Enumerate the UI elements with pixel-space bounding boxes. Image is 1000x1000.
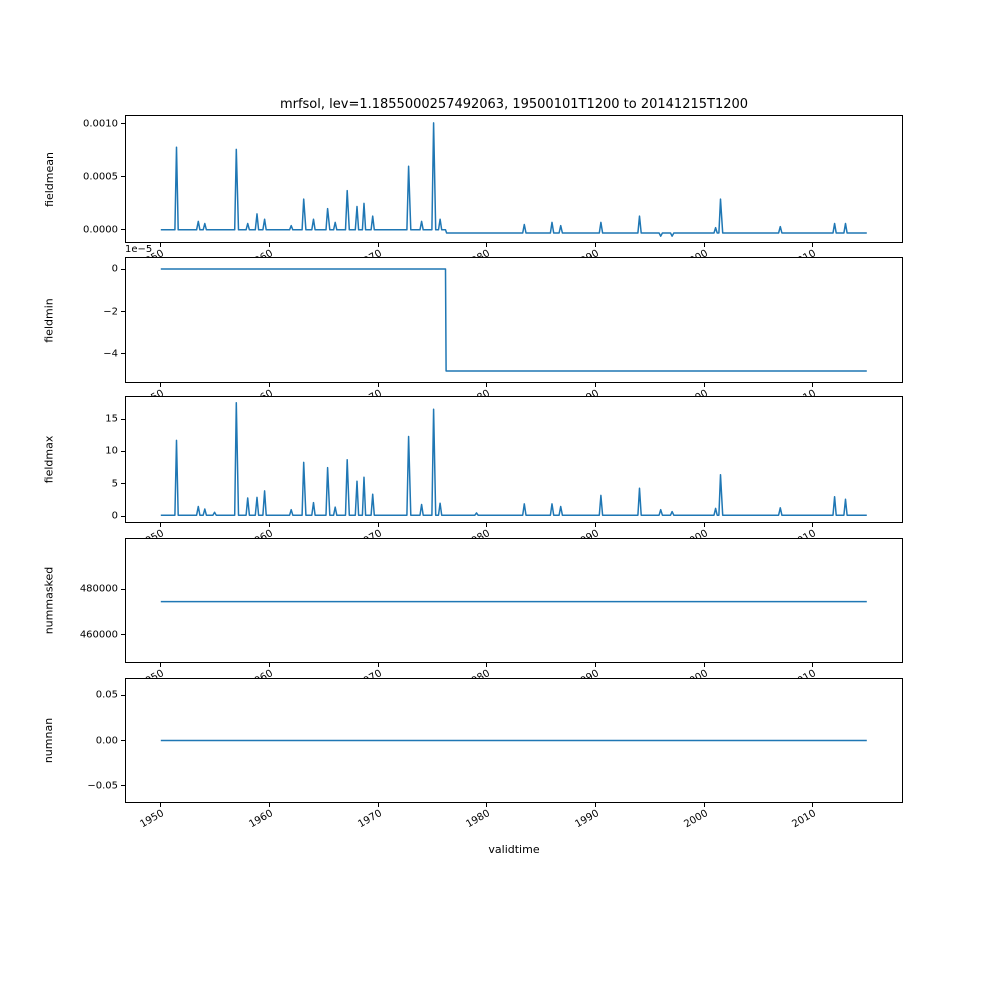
y-tick-mark bbox=[121, 268, 125, 270]
y-tick-mark bbox=[121, 450, 125, 452]
x-tick-label: 2000 bbox=[682, 808, 710, 831]
y-tick-mark bbox=[121, 785, 125, 787]
x-tick-mark bbox=[268, 803, 270, 807]
fieldmin-line-series bbox=[160, 268, 867, 372]
y-axis-offset-text: 1e−5 bbox=[125, 244, 153, 255]
y-tick-label: 480000 bbox=[79, 583, 118, 595]
x-tick-mark bbox=[377, 243, 379, 247]
x-tick-mark bbox=[268, 383, 270, 387]
numnan-line-series bbox=[160, 739, 867, 742]
x-axis-label: validtime bbox=[488, 843, 540, 856]
fieldmax-line-series bbox=[160, 402, 867, 516]
y-axis-label-text: fieldmin bbox=[42, 297, 56, 343]
y-tick-label: 5 bbox=[111, 478, 118, 490]
y-axis-label-text: fieldmax bbox=[42, 435, 56, 484]
y-tick-label: −2 bbox=[103, 306, 118, 317]
subplot-fieldmean: fieldmean 0.00000.00050.0010195019601970… bbox=[43, 115, 903, 270]
x-tick-mark bbox=[160, 523, 162, 527]
y-tick-label: −4 bbox=[103, 348, 118, 360]
x-tick-mark bbox=[812, 663, 814, 667]
x-tick-mark bbox=[486, 243, 488, 247]
x-tick-mark bbox=[812, 243, 814, 247]
y-tick-mark bbox=[121, 483, 125, 485]
x-tick-mark bbox=[703, 663, 705, 667]
y-tick-mark bbox=[121, 353, 125, 355]
x-tick-mark bbox=[160, 663, 162, 667]
y-tick-mark bbox=[121, 418, 125, 420]
y-axis-label-fieldmax: fieldmax bbox=[19, 397, 79, 522]
y-axis-label-fieldmean: fieldmean bbox=[19, 116, 79, 242]
y-tick-label: 0.00 bbox=[95, 735, 118, 746]
subplot-fieldmax: fieldmax 0510151950196019701980199020002… bbox=[42, 396, 903, 550]
x-tick-mark bbox=[268, 663, 270, 667]
x-tick-label: 1980 bbox=[464, 808, 493, 831]
x-tick-mark bbox=[703, 523, 705, 527]
y-tick-label: 10 bbox=[105, 445, 118, 457]
y-axis-label-text: fieldmean bbox=[42, 151, 56, 207]
y-tick-label: 0.0000 bbox=[83, 224, 118, 236]
y-tick-label: 15 bbox=[105, 413, 118, 425]
x-tick-mark bbox=[268, 523, 270, 527]
x-tick-mark bbox=[160, 243, 162, 247]
nummasked-line-series bbox=[160, 600, 867, 603]
y-tick-mark bbox=[121, 588, 125, 590]
x-tick-mark bbox=[812, 803, 814, 807]
x-tick-mark bbox=[486, 523, 488, 527]
y-tick-label: −0.05 bbox=[87, 780, 118, 792]
x-tick-mark bbox=[160, 383, 162, 387]
x-tick-label: 1990 bbox=[573, 808, 602, 831]
x-tick-mark bbox=[377, 523, 379, 527]
y-axis-label-fieldmin: fieldmin bbox=[19, 258, 79, 382]
x-tick-label: 1970 bbox=[356, 808, 384, 831]
y-tick-label: 0.05 bbox=[95, 689, 118, 701]
y-tick-mark bbox=[121, 229, 125, 231]
y-tick-mark bbox=[121, 740, 125, 741]
x-tick-mark bbox=[595, 523, 596, 527]
x-tick-mark bbox=[703, 803, 705, 807]
y-tick-label: 460000 bbox=[79, 629, 118, 641]
x-tick-mark bbox=[595, 663, 596, 667]
y-tick-label: 0 bbox=[111, 263, 118, 275]
subplot-numnan: numnan 0.05 0.00 −0.05 1950 1960 1970 1980 1990… bbox=[43, 678, 903, 830]
y-tick-mark bbox=[121, 694, 125, 696]
x-tick-mark bbox=[486, 663, 488, 667]
y-axis-label-numnan: numnan bbox=[19, 679, 79, 802]
x-tick-mark bbox=[377, 383, 379, 387]
y-tick-label: 0.0010 bbox=[83, 118, 118, 130]
subplot-nummasked: nummasked 480000460000195019601970198019… bbox=[43, 538, 903, 690]
x-tick-mark bbox=[812, 383, 814, 387]
y-tick-mark bbox=[121, 515, 125, 517]
x-tick-mark bbox=[377, 663, 379, 667]
x-tick-mark bbox=[595, 243, 596, 247]
y-tick-mark bbox=[121, 123, 125, 125]
chart-title: mrfsol, lev=1.1855000257492063, 19500101… bbox=[279, 97, 749, 112]
x-tick-label: 2010 bbox=[790, 808, 819, 831]
x-tick-mark bbox=[486, 383, 488, 387]
x-tick-mark bbox=[160, 803, 162, 807]
fieldmean-line-series bbox=[160, 122, 867, 237]
x-tick-mark bbox=[377, 803, 379, 807]
x-tick-mark bbox=[268, 243, 270, 247]
x-tick-mark bbox=[703, 383, 705, 387]
y-tick-mark bbox=[121, 311, 125, 312]
x-tick-mark bbox=[595, 803, 596, 807]
y-tick-mark bbox=[121, 176, 125, 178]
x-tick-mark bbox=[812, 523, 814, 527]
x-tick-mark bbox=[595, 383, 596, 387]
y-tick-mark bbox=[121, 634, 125, 636]
x-tick-mark bbox=[703, 243, 705, 247]
x-tick-label: 1950 bbox=[138, 808, 167, 831]
y-axis-label-text: numnan bbox=[42, 717, 56, 764]
x-tick-label: 1960 bbox=[247, 808, 275, 831]
y-axis-label-text: nummasked bbox=[42, 566, 56, 635]
x-tick-mark bbox=[486, 803, 488, 807]
subplot-fieldmin: fieldmin 0−2−419501960197019801990200020… bbox=[42, 244, 903, 410]
y-axis-label-nummasked: nummasked bbox=[19, 539, 79, 662]
y-tick-label: 0.0005 bbox=[83, 171, 118, 183]
y-tick-label: 0 bbox=[111, 510, 118, 522]
